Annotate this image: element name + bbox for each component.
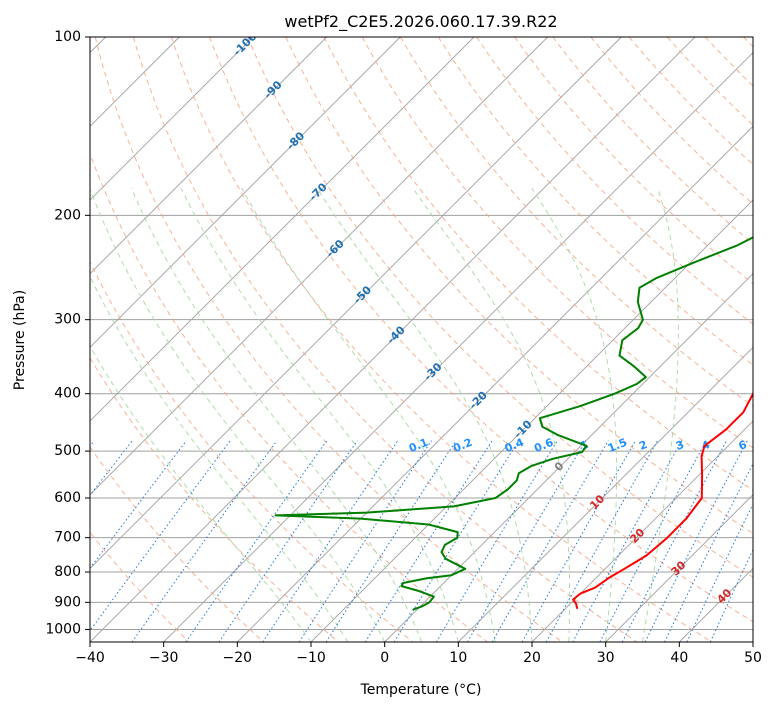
mixing-ratio-line	[491, 440, 609, 642]
moist-adiabat-line	[642, 188, 679, 642]
mixing-ratio-line	[131, 440, 278, 642]
dry-adiabat-line	[132, 37, 638, 642]
x-tick-label: −20	[223, 650, 253, 666]
moist-adiabat-line	[90, 345, 312, 642]
x-tick-label: −10	[296, 650, 326, 666]
y-tick-label: 200	[54, 207, 81, 223]
mixing-ratio-line	[664, 462, 753, 642]
dry-adiabat-line	[476, 37, 753, 325]
dry-adiabat-line	[90, 531, 190, 642]
moist-adiabat-line	[412, 187, 571, 642]
x-tick-label: 50	[744, 650, 762, 666]
mixing-ratio-line	[185, 440, 328, 642]
x-tick-label: 40	[670, 650, 688, 666]
dewpoint-profile	[274, 236, 753, 611]
dry-adiabat-line	[628, 37, 753, 166]
x-tick-label: 20	[523, 650, 541, 666]
dry-adiabat-line	[90, 446, 264, 642]
mixing-ratio-line	[298, 440, 432, 642]
background-lines	[90, 37, 753, 642]
x-tick-label: −30	[149, 650, 179, 666]
x-axis: −40 −30 −20 −10 0 10 20 30 40 50	[75, 642, 762, 666]
isotherm-line	[163, 52, 753, 642]
dry-adiabat-line	[437, 37, 753, 366]
temperature-profile	[572, 390, 753, 609]
isotherm-line	[90, 37, 401, 348]
dry-adiabat-line	[399, 37, 753, 407]
plot-frame	[89, 36, 754, 643]
isotherm-line	[237, 125, 753, 642]
mixing-ratio-line	[364, 440, 493, 642]
x-tick-label: 10	[449, 650, 467, 666]
y-tick-label: 400	[54, 386, 81, 402]
isotherm-line	[531, 420, 753, 642]
mixing-ratio-line	[262, 440, 399, 642]
y-tick-label: 600	[54, 490, 81, 506]
y-axis-label: Pressure (hPa)	[12, 290, 28, 390]
dry-adiabat-line	[94, 37, 563, 642]
mixing-ratio-label: 2	[637, 438, 649, 453]
isotherm-line	[90, 37, 696, 642]
dry-adiabat-line	[90, 260, 414, 642]
mixing-ratio-line	[393, 440, 520, 642]
y-tick-label: 300	[54, 312, 81, 328]
x-tick-label: −40	[75, 650, 105, 666]
moist-adiabat-line	[241, 187, 496, 642]
y-tick-label: 800	[54, 564, 81, 580]
y-tick-label: 100	[54, 29, 81, 45]
mixing-ratio-line	[90, 440, 231, 632]
mixing-ratio-line	[545, 440, 659, 642]
mixing-ratio-line	[467, 440, 587, 642]
mixing-ratio-line	[325, 440, 457, 642]
y-tick-label: 900	[54, 594, 81, 610]
profile-lines	[274, 236, 753, 611]
isotherm-line	[90, 37, 254, 201]
moist-adiabat-line	[531, 187, 618, 642]
isotherm-line	[90, 37, 548, 496]
isotherm-line	[458, 346, 753, 642]
isotherm-line	[90, 37, 327, 275]
dry-adiabat-line	[514, 37, 753, 285]
y-tick-label: 1000	[45, 621, 81, 637]
mixing-ratio-line	[521, 440, 637, 642]
dry-adiabat-line	[209, 37, 753, 623]
dry-adiabat-line	[590, 37, 753, 205]
isotherm-line	[310, 199, 753, 642]
isotherm-line	[90, 37, 622, 569]
dry-adiabat-line	[247, 37, 753, 578]
dry-adiabat-line	[361, 37, 753, 449]
y-axis: 100 200 300 400 500 600 700 800 900 1000	[45, 29, 90, 637]
moist-adiabat-line	[90, 275, 349, 642]
chart-title: wetPf2_C2E5.2026.060.17.39.R22	[284, 12, 557, 32]
mixing-ratio-line	[644, 440, 748, 642]
y-tick-label: 500	[54, 443, 81, 459]
isotherm-line	[384, 273, 753, 642]
moist-adiabat-line	[90, 188, 386, 642]
isotherm-line	[605, 494, 753, 642]
isotherm-line	[90, 37, 475, 422]
mixing-ratio-label: 3	[674, 438, 686, 453]
moist-adiabat-line	[180, 187, 459, 642]
mixing-ratio-line	[435, 440, 558, 642]
x-tick-label: 30	[597, 650, 615, 666]
moist-adiabat-line	[316, 187, 533, 642]
y-tick-label: 700	[54, 530, 81, 546]
x-tick-label: 0	[380, 650, 389, 666]
dry-adiabat-line	[171, 37, 712, 642]
mixing-ratio-line	[572, 440, 683, 642]
x-axis-label: Temperature (°C)	[360, 682, 482, 698]
